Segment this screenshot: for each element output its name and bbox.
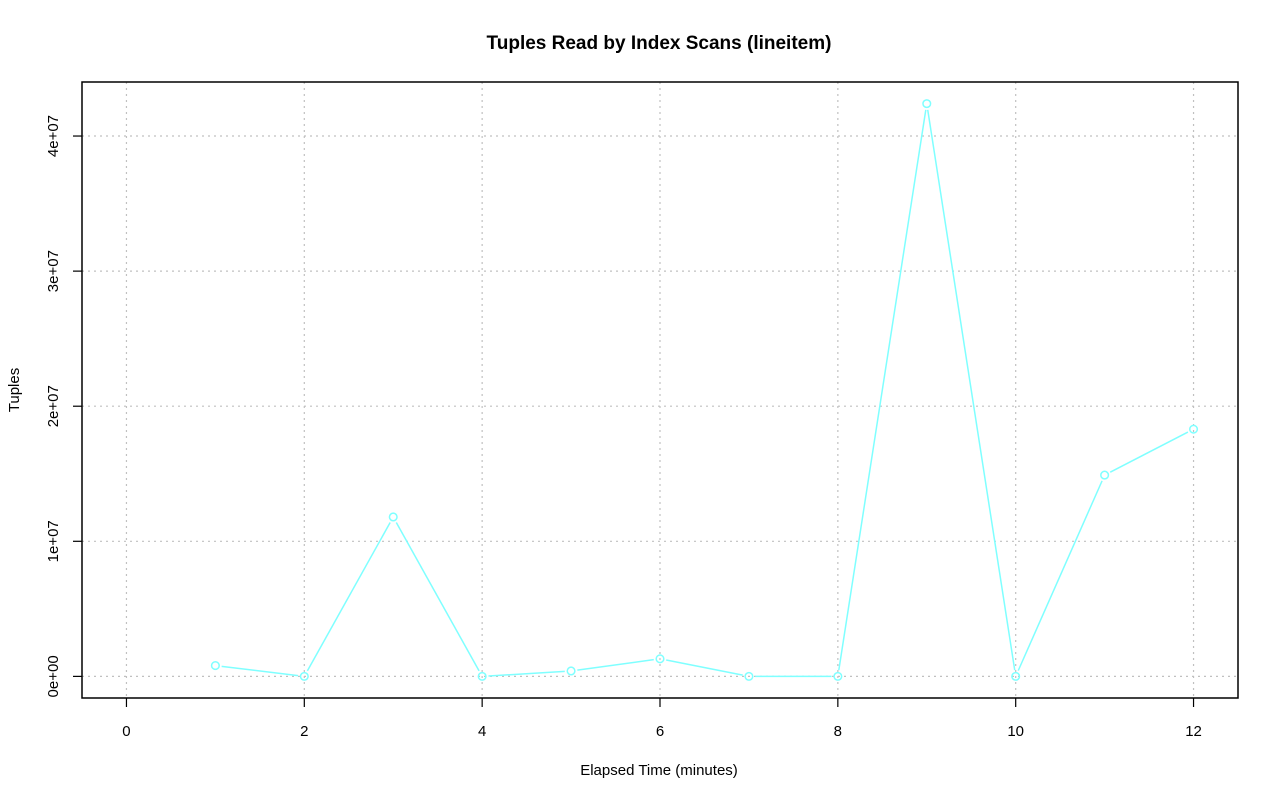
series-line-segment: [666, 659, 743, 676]
data-point: [833, 671, 843, 681]
series-line-segment: [838, 109, 927, 671]
series-line-segment: [221, 665, 299, 677]
data-point: [1188, 424, 1199, 434]
data-point: [388, 512, 398, 522]
data-point: [744, 671, 754, 681]
data-point: [1100, 470, 1110, 480]
x-tick-label: 10: [1007, 723, 1024, 740]
data-point: [1011, 671, 1021, 681]
data-point: [655, 654, 665, 664]
y-tick-label: 4e+07: [45, 115, 62, 157]
series-line-segment: [488, 670, 565, 677]
chart-title: Tuples Read by Index Scans (lineitem): [487, 33, 832, 54]
series-line-segment: [926, 109, 1016, 671]
series-line-segment: [577, 658, 654, 671]
data-point: [210, 661, 220, 671]
data-point: [922, 99, 932, 109]
x-tick-label: 0: [122, 723, 130, 740]
x-tick-label: 4: [478, 723, 486, 740]
series-line-segment: [306, 522, 391, 672]
series-0: [210, 99, 1199, 681]
y-tick-label: 0e+00: [45, 655, 62, 697]
x-tick-label: 8: [834, 723, 842, 740]
y-tick-label: 2e+07: [45, 385, 62, 427]
y-axis: 0e+00 1e+07 2e+07 3e+07 4e+07: [45, 115, 82, 697]
series-line-segment: [1109, 431, 1189, 473]
data-point: [566, 666, 576, 676]
series-line-segment: [395, 522, 480, 672]
series-layer: [210, 99, 1199, 681]
x-axis-label: Elapsed Time (minutes): [580, 762, 738, 779]
x-axis: 0 2 4 6 8 10 12: [122, 698, 1202, 740]
data-point: [477, 671, 487, 681]
x-tick-label: 6: [656, 723, 664, 740]
y-tick-label: 3e+07: [45, 250, 62, 292]
x-tick-label: 2: [300, 723, 308, 740]
data-point: [299, 671, 309, 681]
y-axis-label: Tuples: [6, 368, 23, 412]
x-tick-label: 12: [1185, 723, 1202, 740]
series-line-segment: [1017, 480, 1103, 671]
grid: [82, 82, 1238, 698]
y-tick-label: 1e+07: [45, 520, 62, 562]
